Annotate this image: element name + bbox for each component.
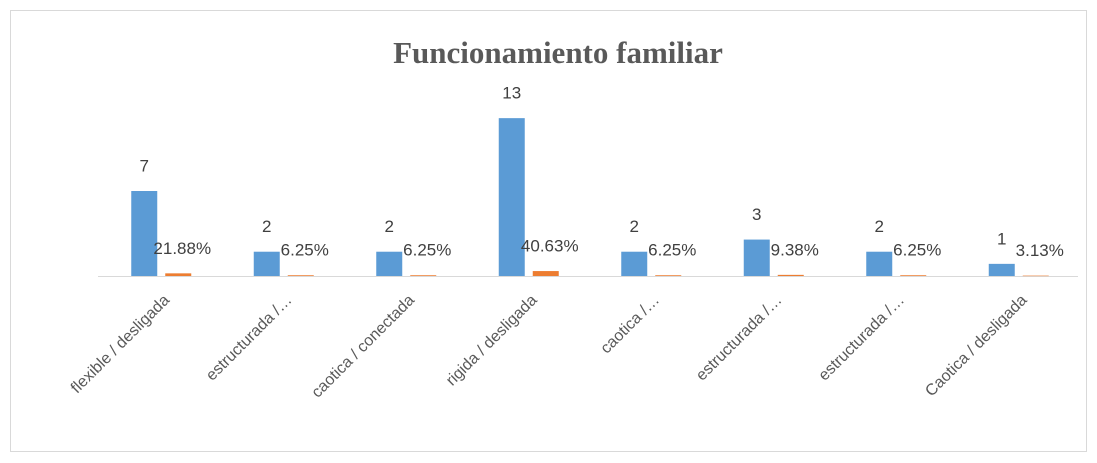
- data-label: 1: [997, 229, 1006, 248]
- data-label: 9.38%: [771, 240, 819, 259]
- data-label: 2: [385, 217, 394, 236]
- bar: [131, 191, 158, 276]
- bar: [777, 274, 804, 276]
- bar: [376, 251, 403, 276]
- data-label: 21.88%: [153, 239, 211, 258]
- data-label: 40.63%: [521, 237, 579, 256]
- bar: [410, 275, 437, 276]
- data-label: 2: [262, 217, 271, 236]
- bar: [498, 118, 525, 277]
- bar: [621, 251, 648, 276]
- bar: [988, 263, 1015, 276]
- data-label: 2: [630, 217, 639, 236]
- bar: [253, 251, 280, 276]
- data-label: 13: [502, 84, 521, 103]
- bar: [655, 275, 682, 276]
- bar: [165, 273, 192, 276]
- data-label: 2: [875, 217, 884, 236]
- data-label: 3.13%: [1016, 241, 1064, 260]
- bar: [287, 275, 314, 276]
- data-label: 6.25%: [403, 241, 451, 260]
- chart-title: Funcionamiento familiar: [393, 35, 723, 70]
- bar: [866, 251, 893, 276]
- bar: [743, 239, 770, 276]
- data-label: 7: [140, 156, 149, 175]
- bar: [532, 271, 559, 276]
- data-label: 6.25%: [648, 241, 696, 260]
- data-label: 6.25%: [893, 241, 941, 260]
- data-label: 6.25%: [281, 241, 329, 260]
- bar: [1022, 275, 1049, 277]
- chart-border: [10, 10, 1087, 452]
- data-label: 3: [752, 205, 761, 224]
- bar: [900, 275, 927, 276]
